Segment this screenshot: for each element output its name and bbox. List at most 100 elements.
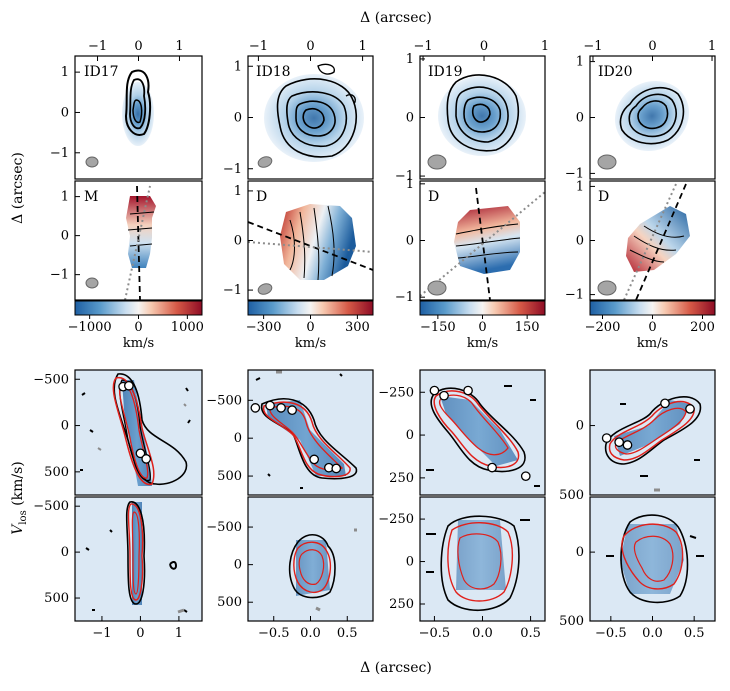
pv-contour — [125, 501, 146, 605]
pv-major-panel-id17 — [75, 370, 202, 495]
x-tick-label: 0 — [134, 39, 142, 54]
model-contour — [298, 549, 325, 585]
contour — [471, 103, 491, 123]
colorbar-tick-label: 300 — [345, 320, 370, 335]
major-axis-line — [635, 183, 687, 300]
pv-contour — [288, 534, 336, 599]
colorbar-tick-label: 150 — [515, 320, 540, 335]
noise-contour — [606, 535, 704, 557]
colorbar-id19 — [419, 300, 546, 316]
data-point — [439, 390, 449, 401]
y-tick-label: 0 — [234, 558, 242, 573]
beam-ellipse — [427, 154, 447, 170]
x-tick-label: −1 — [583, 39, 602, 54]
contour — [276, 78, 357, 158]
colorbar-tick-label: −150 — [420, 320, 456, 335]
data-point — [487, 462, 497, 473]
model-contour — [293, 541, 332, 594]
noise-contour — [85, 529, 188, 613]
moment0-panel-id17 — [75, 56, 202, 179]
colorbar-tick-label: 200 — [690, 320, 715, 335]
pv-contour — [113, 373, 188, 486]
x-tick-label: 1 — [358, 39, 366, 54]
pv-emission — [614, 400, 690, 456]
data-point — [331, 463, 342, 474]
contour — [286, 91, 348, 147]
y-tick-label: 0 — [61, 105, 69, 120]
y-tick-label: −500 — [33, 499, 69, 514]
model-contour — [131, 511, 140, 595]
x-tick-label: −0.5 — [419, 626, 451, 641]
contour — [302, 107, 325, 129]
data-point — [601, 433, 612, 443]
y-tick-label: −1 — [223, 283, 242, 298]
data-point — [276, 403, 286, 413]
model-contour — [447, 522, 513, 602]
axes-layer: −1 0 110−110−1−1000 0 1000km/s−5000500−50005… — [33, 39, 716, 641]
model-contour — [433, 390, 520, 469]
y-tick-label: −500 — [206, 520, 242, 535]
y-tick-label: −250 — [378, 385, 414, 400]
y-tick-label: 1 — [576, 55, 584, 70]
panel-label-id17-m1: M — [84, 189, 98, 205]
y-tick-label: −500 — [206, 393, 242, 408]
bottom-axis-title: Δ (arcsec) — [360, 660, 432, 676]
y-tick-label: 500 — [217, 469, 242, 484]
panel-label-id17: ID17 — [84, 64, 119, 80]
y-tick-label: 0 — [61, 419, 69, 434]
colorbar-tick-label: 0 — [306, 320, 314, 335]
data-point — [265, 400, 275, 411]
moment0-panel-id18 — [248, 56, 373, 179]
y-tick-label: 500 — [217, 595, 242, 610]
y-tick-label: 0 — [576, 545, 584, 560]
y-tick-label: 500 — [44, 465, 69, 480]
pv-minor-panel-id17 — [75, 497, 202, 621]
x-tick-label: 0.5 — [337, 626, 358, 641]
y-tick-label: 1 — [61, 65, 69, 80]
y-tick-label: 1 — [234, 184, 242, 199]
velocity-contour — [127, 211, 155, 247]
y-tick-label: −1 — [50, 268, 69, 283]
beam-ellipse — [85, 156, 99, 168]
noise-contour — [177, 608, 185, 614]
x-tick-label: 1 — [175, 39, 183, 54]
left-axis-title-pv: Vlos (km/s) — [10, 461, 29, 535]
panel-label-id19: ID19 — [428, 64, 463, 80]
y-tick-label: −1 — [395, 169, 414, 184]
pv-emission — [266, 400, 346, 476]
y-tick-label: 0 — [406, 234, 414, 249]
top-axis-title: Δ (arcsec) — [360, 10, 432, 26]
colorbar-unit-label: km/s — [467, 336, 498, 351]
contour — [317, 63, 356, 105]
y-tick-label: 0 — [234, 234, 242, 249]
contour — [129, 78, 147, 130]
pv-contour — [430, 387, 526, 473]
contour — [628, 93, 677, 138]
colorbar-tick-label: 0 — [134, 320, 142, 335]
minor-axis-line — [248, 241, 373, 253]
major-axis-line — [475, 187, 491, 300]
x-tick-label: 0 — [306, 39, 314, 54]
noise-contour — [97, 403, 187, 451]
pv-minor-panel-id19 — [420, 497, 545, 621]
moment1-panel-id17 — [75, 181, 202, 300]
pv-contour — [604, 396, 702, 465]
x-tick-label: 1 — [541, 39, 549, 54]
x-tick-label: 1 — [175, 626, 183, 641]
column-id17: ID17 M — [74, 55, 203, 622]
model-contour — [608, 400, 695, 461]
left-axis-title-map: Δ (arcsec) — [10, 152, 26, 224]
x-tick-label: −0.5 — [258, 626, 290, 641]
y-tick-label: −1 — [50, 146, 69, 161]
contour — [637, 100, 669, 130]
colorbar-id17 — [74, 300, 203, 316]
data-point — [622, 440, 633, 450]
minor-axis-line — [623, 183, 677, 300]
x-tick-label: 0.0 — [472, 626, 493, 641]
model-contour — [112, 376, 155, 485]
model-contour — [118, 382, 149, 479]
x-tick-label: 0 — [136, 626, 144, 641]
y-tick-label: 0 — [576, 234, 584, 249]
y-tick-label: 500 — [559, 488, 584, 503]
